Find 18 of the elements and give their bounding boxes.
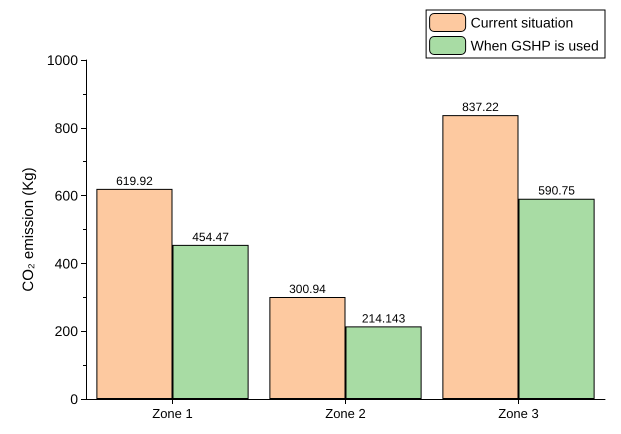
x-tick-label: Zone 2 bbox=[325, 406, 366, 421]
data-label: 454.47 bbox=[192, 230, 230, 244]
x-tick-label: Zone 1 bbox=[152, 406, 193, 421]
data-label: 300.94 bbox=[289, 282, 326, 296]
y-tick-label: 600 bbox=[54, 188, 78, 204]
y-tick-label: 1000 bbox=[46, 52, 78, 68]
legend-label: When GSHP is used bbox=[470, 38, 599, 54]
x-tick-label: Zone 3 bbox=[498, 406, 539, 421]
y-tick-label: 400 bbox=[54, 255, 78, 272]
y-axis-title: CO₂ emission (Kg) bbox=[20, 167, 37, 292]
y-tick-label: 800 bbox=[54, 120, 78, 136]
data-label: 590.75 bbox=[538, 184, 576, 198]
y-tick-label: 0 bbox=[70, 391, 78, 407]
data-label: 214.143 bbox=[362, 311, 406, 326]
data-label: 837.22 bbox=[462, 100, 500, 114]
data-label: 619.92 bbox=[116, 174, 154, 188]
y-tick-label: 200 bbox=[54, 323, 78, 340]
legend-label: Current situation bbox=[470, 14, 574, 30]
